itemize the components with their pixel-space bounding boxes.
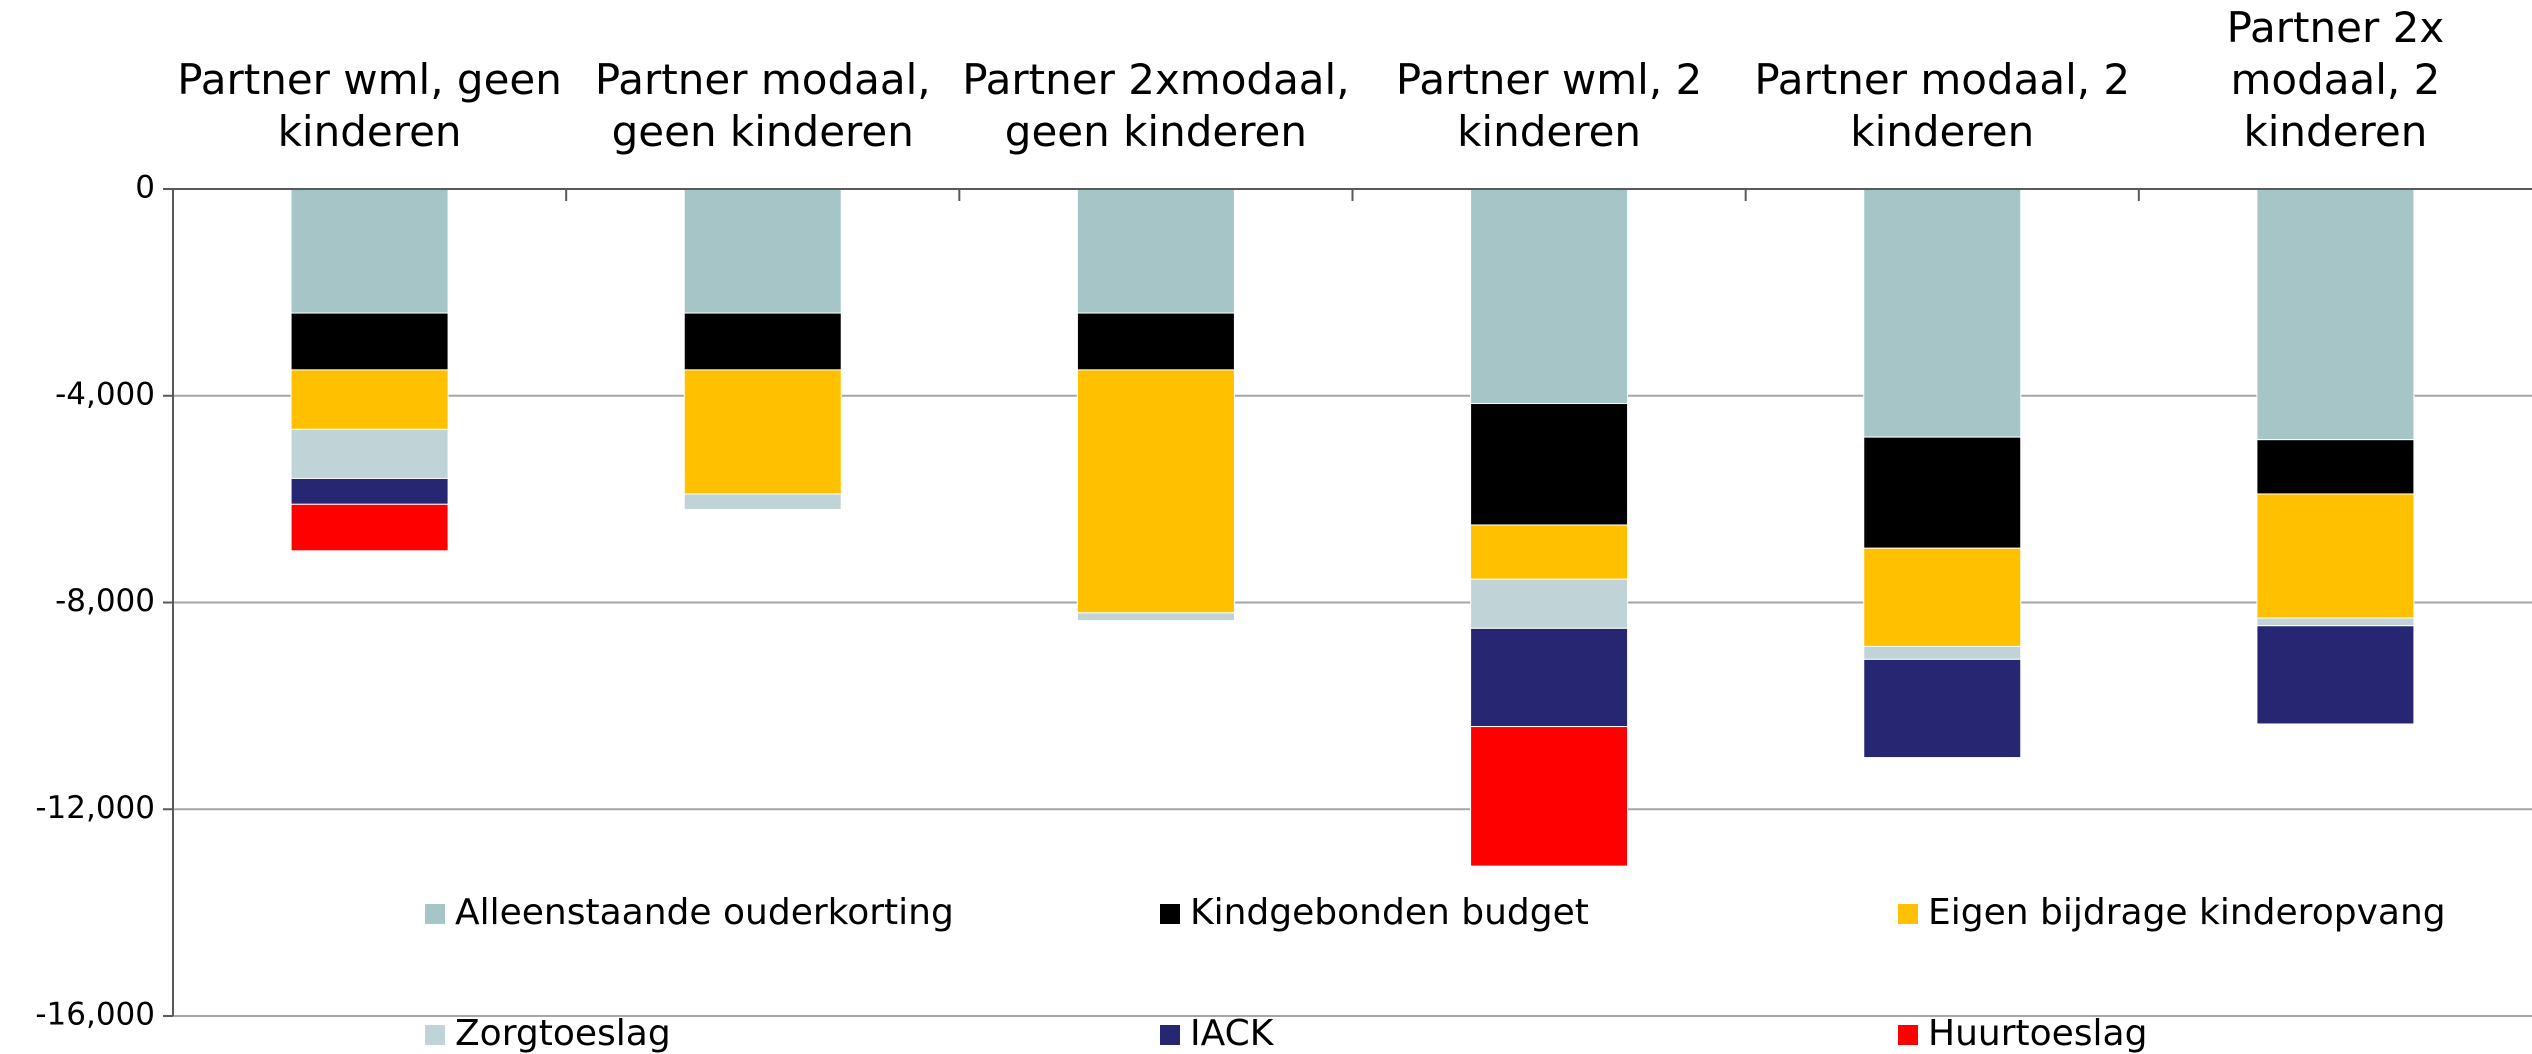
bar-segment [2256, 625, 2415, 725]
category-label: Partner modaal, 2 kinderen [1754, 55, 2131, 156]
bar-segment [1470, 578, 1629, 629]
bar-segment [1470, 524, 1629, 580]
bar-segment [1076, 312, 1235, 371]
bar-segment [1863, 436, 2022, 549]
legend-swatch [1160, 1025, 1180, 1045]
bar-segment [683, 369, 842, 495]
bar-segment [290, 312, 449, 371]
legend-swatch [1160, 904, 1180, 924]
bar-segment [290, 188, 449, 314]
category-label: Partner wml, geen kinderen [177, 55, 562, 156]
y-tick-label: -16,000 [35, 997, 155, 1033]
y-tick-label: -8,000 [55, 583, 155, 619]
y-tick-label: 0 [135, 170, 155, 206]
legend-label: IACK [1190, 1013, 1275, 1054]
category-label: Partner wml, 2 kinderen [1395, 55, 1703, 156]
bar-segment [1863, 645, 2022, 660]
y-tick-label: -12,000 [35, 790, 155, 826]
bar-segment [290, 369, 449, 430]
bar-segment [2256, 617, 2415, 627]
legend-label: Huurtoeslag [1928, 1013, 2147, 1054]
legend-label: Alleenstaande ouderkorting [455, 892, 954, 933]
bar-segment [2256, 188, 2415, 441]
bar-segment [290, 503, 449, 552]
legend-label: Zorgtoeslag [455, 1013, 671, 1054]
bar-segment [1076, 612, 1235, 622]
legend-swatch [425, 1025, 445, 1045]
legend-swatch [1898, 904, 1918, 924]
bar-segment [290, 477, 449, 505]
y-tick-label: -4,000 [55, 376, 155, 412]
bar-segment [1863, 188, 2022, 438]
legend-label: Kindgebonden budget [1190, 892, 1589, 933]
bar-segment [683, 493, 842, 510]
bar-segment [683, 312, 842, 371]
category-label: Partner modaal, geen kinderen [594, 55, 931, 156]
bar-segment [1863, 547, 2022, 647]
bar-segment [1470, 403, 1629, 526]
bar-segment [1076, 369, 1235, 614]
category-label: Partner 2x modaal, 2 kinderen [2226, 3, 2445, 156]
bar-segment [1470, 726, 1629, 867]
bar-segment [2256, 439, 2415, 495]
bar-segment [683, 188, 842, 314]
legend-swatch [1898, 1025, 1918, 1045]
legend-label: Eigen bijdrage kinderopvang [1928, 892, 2446, 933]
category-label: Partner 2xmodaal, geen kinderen [962, 55, 1350, 156]
bar-segment [1470, 627, 1629, 728]
bar-segment [1863, 658, 2022, 759]
bar-segment [2256, 493, 2415, 619]
legend-swatch [425, 904, 445, 924]
bar-segment [1470, 188, 1629, 405]
bar-segment [290, 428, 449, 479]
bar-segment [1076, 188, 1235, 314]
